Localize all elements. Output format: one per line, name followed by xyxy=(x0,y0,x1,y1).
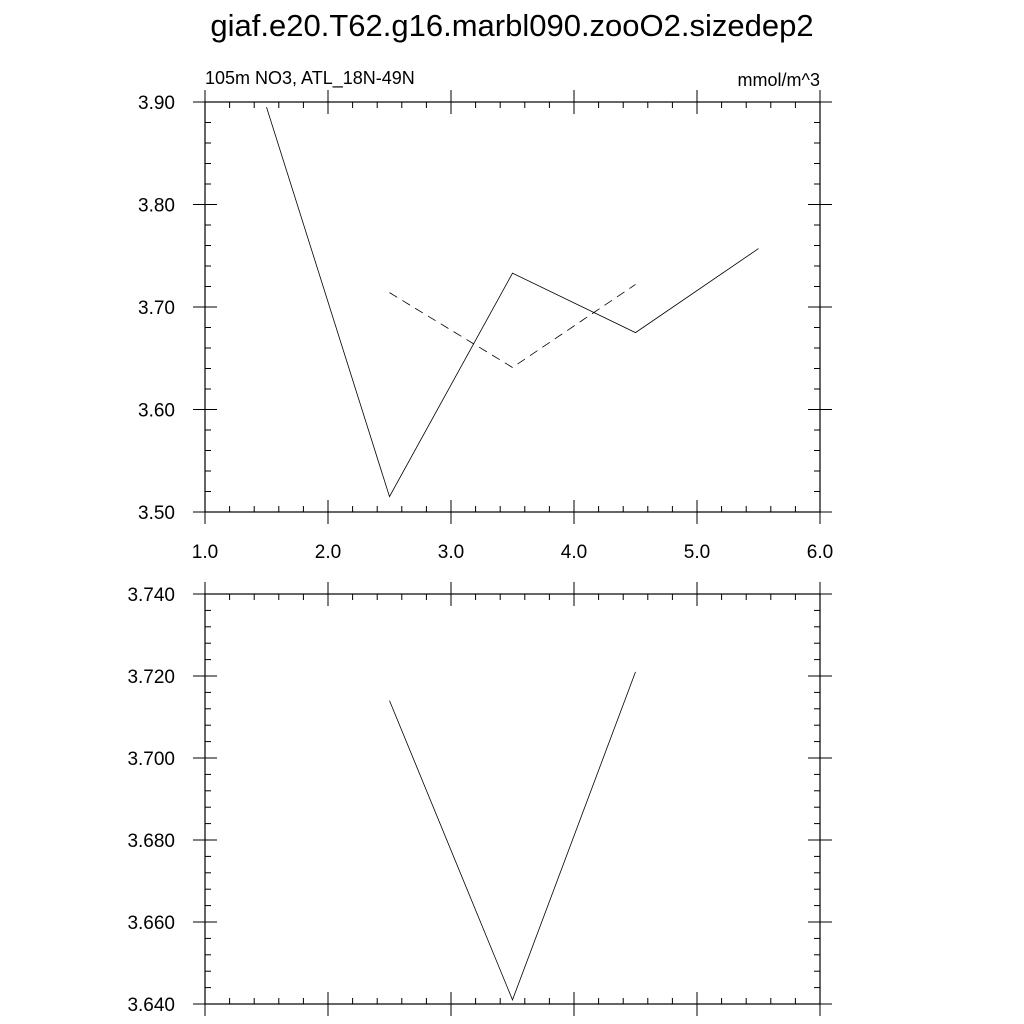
bottom-y-tick-label: 3.680 xyxy=(127,831,175,852)
top-y-tick-label: 3.80 xyxy=(138,196,175,217)
top-x-tick-label: 4.0 xyxy=(561,542,587,563)
top-y-tick-label: 3.60 xyxy=(138,401,175,422)
top-plot-frame xyxy=(204,101,821,513)
top-x-tick-label: 3.0 xyxy=(438,542,464,563)
top-series-line-2 xyxy=(389,284,636,368)
bottom-y-tick-label: 3.740 xyxy=(127,585,175,606)
bottom-y-tick-label: 3.640 xyxy=(127,995,175,1016)
top-y-tick-label: 3.90 xyxy=(138,93,175,114)
top-y-tick-label: 3.70 xyxy=(138,298,175,319)
bottom-panel: 3.640 3.660 3.680 3.700 3.720 3.740 xyxy=(127,582,832,1016)
top-right-label: mmol/m^3 xyxy=(738,70,820,90)
top-panel: 1.0 2.0 3.0 4.0 5.0 6.0 3.50 3.60 3.70 3.80 3.90 10… xyxy=(138,68,833,563)
bottom-y-tick-label: 3.660 xyxy=(127,913,175,934)
top-y-tick-label: 3.50 xyxy=(138,503,175,524)
top-left-label: 105m NO3, ATL_18N-49N xyxy=(205,68,415,89)
bottom-y-tick-label: 3.720 xyxy=(127,667,175,688)
top-x-tick-label: 1.0 xyxy=(192,542,218,563)
top-x-tick-label: 6.0 xyxy=(807,542,833,563)
bottom-plot-frame xyxy=(204,593,821,1005)
bottom-y-tick-label: 3.700 xyxy=(127,749,175,770)
top-series-line-1 xyxy=(266,106,759,498)
bottom-series-line-1 xyxy=(389,671,636,1001)
page-title: giaf.e20.T62.g16.marbl090.zooO2.sizedep2 xyxy=(210,8,814,43)
top-x-tick-label: 2.0 xyxy=(315,542,341,563)
top-x-tick-label: 5.0 xyxy=(684,542,710,563)
